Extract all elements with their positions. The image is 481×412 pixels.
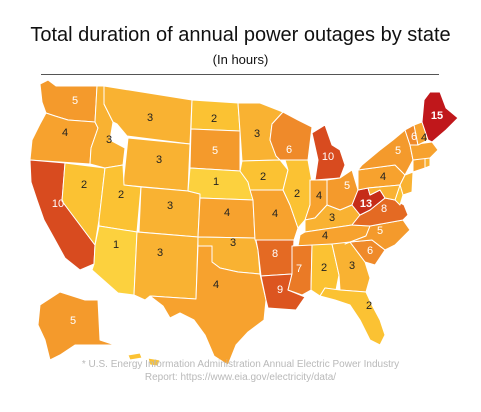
state-label-la: 9 bbox=[277, 284, 283, 296]
state-label-ny: 5 bbox=[395, 145, 401, 157]
state-label-oh: 5 bbox=[344, 180, 350, 192]
source-line-1: * U.S. Energy Information Administration… bbox=[81, 359, 400, 370]
state-label-wy: 3 bbox=[156, 154, 162, 166]
state-tx bbox=[149, 245, 267, 366]
source-line-2: Report: https://www.eia.gov/electricity/… bbox=[144, 372, 337, 383]
state-label-ak: 5 bbox=[70, 315, 76, 327]
state-ut bbox=[98, 164, 142, 233]
state-label-nm: 3 bbox=[157, 247, 163, 259]
state-nc bbox=[344, 219, 411, 251]
state-label-wi: 6 bbox=[286, 144, 292, 156]
state-label-ca: 10 bbox=[52, 198, 64, 210]
state-label-nc: 5 bbox=[377, 225, 383, 237]
state-label-nh: 4 bbox=[421, 132, 427, 144]
state-label-ut: 2 bbox=[118, 189, 124, 201]
state-label-mo: 4 bbox=[272, 208, 278, 220]
state-label-vt: 6 bbox=[411, 131, 417, 143]
state-label-id: 3 bbox=[106, 134, 112, 146]
state-label-wv: 13 bbox=[360, 198, 372, 210]
state-label-ia: 2 bbox=[260, 171, 266, 183]
state-label-me: 15 bbox=[431, 110, 443, 122]
state-label-nd: 2 bbox=[211, 113, 217, 125]
map-title: Total duration of annual power outages b… bbox=[30, 24, 451, 46]
state-label-az: 1 bbox=[113, 239, 119, 251]
state-co bbox=[138, 186, 201, 238]
state-me bbox=[421, 91, 459, 143]
state-label-wa: 5 bbox=[72, 95, 78, 107]
source-note: * U.S. Energy Information Administration… bbox=[0, 358, 481, 384]
state-az bbox=[91, 225, 138, 296]
state-label-mt: 3 bbox=[147, 112, 153, 124]
state-label-tn: 4 bbox=[322, 230, 328, 242]
state-nj bbox=[399, 171, 414, 196]
state-hi2 bbox=[147, 357, 161, 367]
state-ri bbox=[424, 157, 431, 169]
state-label-sc: 6 bbox=[367, 245, 373, 257]
state-label-co: 3 bbox=[167, 200, 173, 212]
state-nv bbox=[61, 162, 106, 246]
state-label-mn: 3 bbox=[254, 128, 260, 140]
state-label-or: 4 bbox=[62, 127, 68, 139]
state-label-ky: 3 bbox=[329, 212, 335, 224]
state-label-ok: 3 bbox=[230, 237, 236, 249]
state-ma bbox=[409, 141, 439, 161]
state-md bbox=[367, 184, 401, 201]
map-subtitle: (In hours) bbox=[212, 52, 269, 67]
state-label-va: 8 bbox=[381, 203, 387, 215]
state-label-ga: 3 bbox=[349, 260, 355, 272]
state-ak bbox=[37, 291, 126, 361]
state-fl bbox=[319, 287, 386, 346]
state-label-ks: 4 bbox=[224, 207, 230, 219]
title-divider bbox=[41, 74, 439, 75]
state-label-ms: 7 bbox=[296, 263, 302, 275]
state-label-il: 2 bbox=[294, 188, 300, 200]
state-label-fl: 2 bbox=[366, 300, 372, 312]
state-label-tx: 4 bbox=[213, 279, 219, 291]
state-mi bbox=[311, 124, 346, 181]
state-label-pa: 4 bbox=[380, 171, 386, 183]
state-il bbox=[282, 159, 313, 229]
state-label-nv: 2 bbox=[81, 179, 87, 191]
state-label-in: 4 bbox=[316, 190, 322, 202]
state-nm bbox=[133, 231, 199, 301]
state-label-sd: 5 bbox=[212, 145, 218, 157]
state-hi1 bbox=[127, 352, 143, 361]
state-label-mi: 10 bbox=[322, 151, 334, 163]
state-label-ne: 1 bbox=[213, 176, 219, 188]
state-label-al: 2 bbox=[321, 262, 327, 274]
state-label-ar: 8 bbox=[272, 248, 278, 260]
